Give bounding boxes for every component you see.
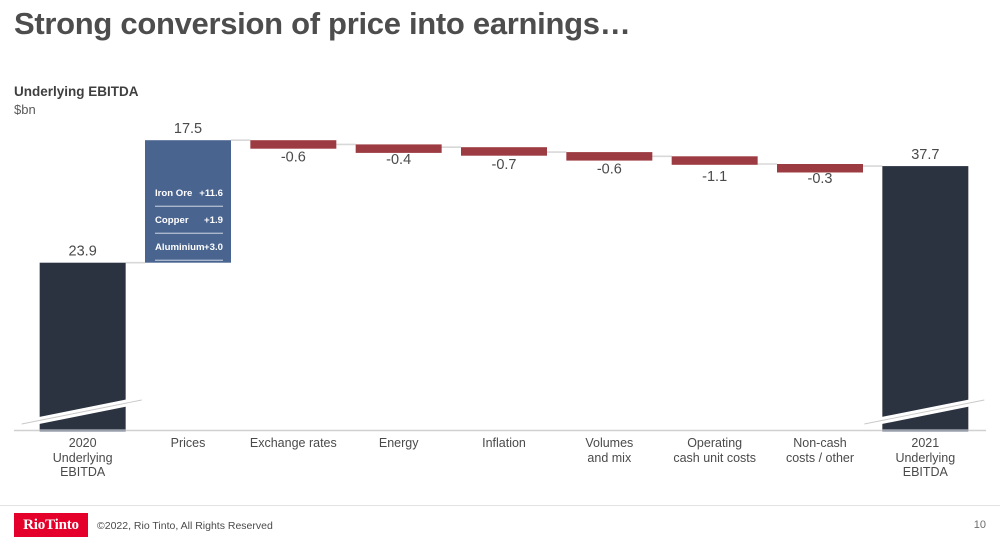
category-label-line: Underlying (52, 450, 113, 465)
value-label: 23.9 (69, 244, 97, 260)
breakdown-label: Aluminium (155, 242, 205, 253)
page-number: 10 (973, 519, 986, 531)
bar-total (882, 166, 969, 430)
category-label: 2020 Underlying EBITDA (30, 436, 135, 480)
category-label-line: Operating (687, 436, 743, 450)
copyright-text: ©2022, Rio Tinto, All Rights Reserved (97, 520, 273, 532)
category-label-line: Non-cash (793, 436, 847, 450)
category-label-line: Energy (378, 436, 419, 450)
bar-decrease (566, 152, 653, 161)
axis-break-slash-edge (864, 399, 985, 425)
category-label: Prices (135, 436, 240, 451)
value-label: 37.7 (911, 147, 939, 163)
category-label-line: cash unit costs (673, 450, 756, 465)
category-label: Operating cash unit costs (662, 436, 767, 465)
waterfall-chart-svg: 23.9 17.5 -0.6 -0.4 -0.7 -0.6 -1.1 -0.3 37.7 Iro… (14, 121, 986, 432)
category-label: 2021 Underlying EBITDA (873, 436, 978, 480)
bar-total (39, 262, 126, 430)
bar-increase (145, 140, 231, 263)
category-label: Non-cash costs / other (767, 436, 872, 465)
value-label-group: 23.9 17.5 -0.6 -0.4 -0.7 -0.6 -1.1 -0.3 37.7 (69, 121, 940, 260)
category-label-line: 2020 (68, 436, 97, 450)
breakdown-value: +11.6 (199, 188, 223, 199)
value-label: 17.5 (174, 121, 202, 137)
value-label: -0.7 (492, 157, 517, 173)
value-label: -0.3 (808, 171, 833, 187)
bar-decrease (671, 156, 758, 165)
category-label-line: 2021 (911, 436, 940, 450)
value-label: -0.6 (281, 149, 306, 165)
chart-subtitle: Underlying EBITDA (14, 84, 139, 99)
category-label-line: Prices (170, 436, 206, 450)
prices-breakdown-annotation: Iron Ore +11.6 Copper +1.9 Aluminium +3.0 Othe… (155, 188, 223, 280)
value-label: -1.1 (702, 169, 727, 185)
bar-decrease (250, 140, 337, 149)
category-label-line: EBITDA (60, 465, 106, 479)
breakdown-label: Copper (155, 215, 189, 226)
axis-break-marks (20, 396, 986, 428)
category-label-line: Volumes (585, 436, 634, 450)
category-label: Exchange rates (241, 436, 346, 451)
category-label: Volumes and mix (557, 436, 662, 465)
category-label: Energy (346, 436, 451, 451)
page-title: Strong conversion of price into earnings… (14, 6, 631, 41)
category-label-line: Inflation (482, 436, 526, 450)
breakdown-label: Iron Ore (155, 188, 192, 199)
breakdown-value: +1.9 (204, 215, 223, 226)
category-label: Inflation (451, 436, 556, 451)
category-label-line: Exchange rates (249, 436, 337, 450)
breakdown-value: +1.0 (204, 269, 223, 280)
riotinto-logo: RioTinto (14, 513, 88, 537)
category-label-line: and mix (587, 450, 632, 465)
breakdown-value: +3.0 (204, 242, 223, 253)
axis-break-slash-edge (21, 399, 142, 425)
breakdown-label: Other (155, 269, 181, 280)
value-label: -0.6 (597, 161, 622, 177)
value-label: -0.4 (386, 152, 411, 168)
chart-unit-label: $bn (14, 102, 36, 117)
category-label-line: EBITDA (902, 465, 948, 479)
connector-lines (125, 139, 883, 264)
category-label-line: costs / other (785, 450, 855, 465)
bar-decrease (355, 144, 442, 153)
bar-group (39, 140, 969, 430)
bar-decrease (461, 147, 547, 156)
bar-decrease (777, 164, 863, 173)
footer-divider (0, 505, 1000, 506)
waterfall-chart: 23.9 17.5 -0.6 -0.4 -0.7 -0.6 -1.1 -0.3 37.7 Iro… (0, 118, 1000, 436)
category-label-line: Underlying (895, 450, 956, 465)
category-axis: 2020 Underlying EBITDA Prices Exchange rates… (0, 436, 1000, 492)
